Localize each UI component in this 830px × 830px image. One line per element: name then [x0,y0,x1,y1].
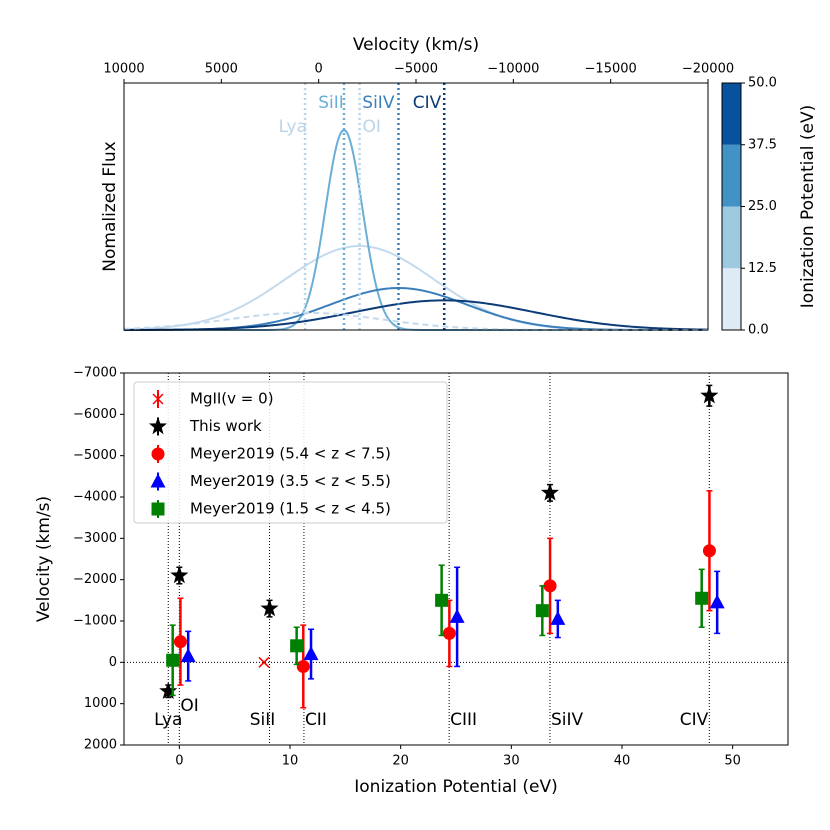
flux-profile [123,311,708,331]
colorbar-tick-label: 37.5 [748,137,777,152]
x-tick-label: 0 [175,754,183,769]
colorbar-band [722,83,741,145]
x-tick-label: −15000 [585,62,637,77]
plot-frame [123,372,789,746]
data-point [540,483,559,501]
x-tick-label: −5000 [394,62,438,77]
ion-label: CIV [680,710,709,730]
x-tick-label: −10000 [487,62,539,77]
y-tick-label: −4000 [73,490,117,505]
legend-marker [151,447,165,461]
y-tick-label: −5000 [73,448,117,463]
data-point [435,593,449,607]
colorbar-tick-label: 25.0 [748,199,777,214]
data-point [449,608,465,623]
line-label: SiII [318,93,344,113]
data-point [543,579,557,593]
flux-profile [124,299,709,331]
data-point [442,626,456,640]
legend-label: This work [189,417,262,435]
colorbar-band [722,206,741,269]
line-label: SiIV [362,93,395,113]
y-tick-label: −6000 [73,407,117,422]
data-point [702,544,716,558]
x-tick-label: 0 [315,62,323,77]
x-tick-label: 40 [614,754,631,769]
flux-profile [124,128,708,331]
ion-label: Lya [154,710,182,730]
y-axis-label: Nomalized Flux [100,141,120,271]
line-label: OI [363,117,381,137]
data-point [180,648,196,663]
data-point [709,594,725,609]
data-point [303,646,319,661]
data-point [170,566,189,584]
data-point [258,656,270,668]
legend-marker [148,417,168,435]
legend-label: MgII(v = 0) [190,390,274,408]
data-point [700,386,719,404]
ion-label: CIII [450,710,477,730]
y-axis-label: Velocity (km/s) [34,496,54,622]
colorbar-label: Ionization Potential (eV) [798,105,818,308]
plot-frame [123,82,709,331]
colorbar-band [722,144,741,207]
x-tick-label: 30 [503,754,520,769]
y-tick-label: 0 [109,655,117,670]
data-point [695,591,709,605]
y-tick-label: −7000 [73,366,117,381]
data-point [296,659,310,673]
data-point [550,610,566,625]
data-point [290,639,304,653]
line-label: CIV [413,93,442,113]
x-axis-label: Ionization Potential (eV) [354,777,557,797]
data-point [173,635,187,649]
colorbar-band [722,268,741,330]
ion-label: SiIV [551,710,584,730]
x-tick-label: 50 [724,754,741,769]
legend-marker [151,502,165,516]
ion-label: SiII [250,710,276,730]
x-tick-label: −20000 [682,62,734,77]
legend-marker [152,393,164,405]
legend-label: Meyer2019 (1.5 < z < 4.5) [190,500,391,518]
y-tick-label: 1000 [84,696,117,711]
y-tick-label: −1000 [73,614,117,629]
data-point [166,653,180,667]
x-tick-label: 5000 [205,62,238,77]
line-label: Lya [279,117,307,137]
legend-marker [150,473,166,488]
data-point [159,681,178,699]
y-tick-label: −3000 [73,531,117,546]
flux-profile [123,245,708,331]
colorbar-tick-label: 0.0 [748,323,769,338]
data-point [535,604,549,618]
ion-label: CII [305,710,327,730]
colorbar-tick-label: 12.5 [748,261,777,276]
y-tick-label: 2000 [84,738,117,753]
x-axis-label: Velocity (km/s) [353,35,479,55]
colorbar-tick-label: 50.0 [748,76,777,91]
legend-label: Meyer2019 (5.4 < z < 7.5) [190,445,391,463]
x-tick-label: 10000 [103,62,144,77]
legend-box [133,381,448,524]
data-point [260,599,279,617]
x-tick-label: 10 [282,754,299,769]
y-tick-label: −2000 [73,572,117,587]
ion-label: OI [180,696,198,716]
legend-label: Meyer2019 (3.5 < z < 5.5) [190,472,391,490]
x-tick-label: 20 [392,754,409,769]
